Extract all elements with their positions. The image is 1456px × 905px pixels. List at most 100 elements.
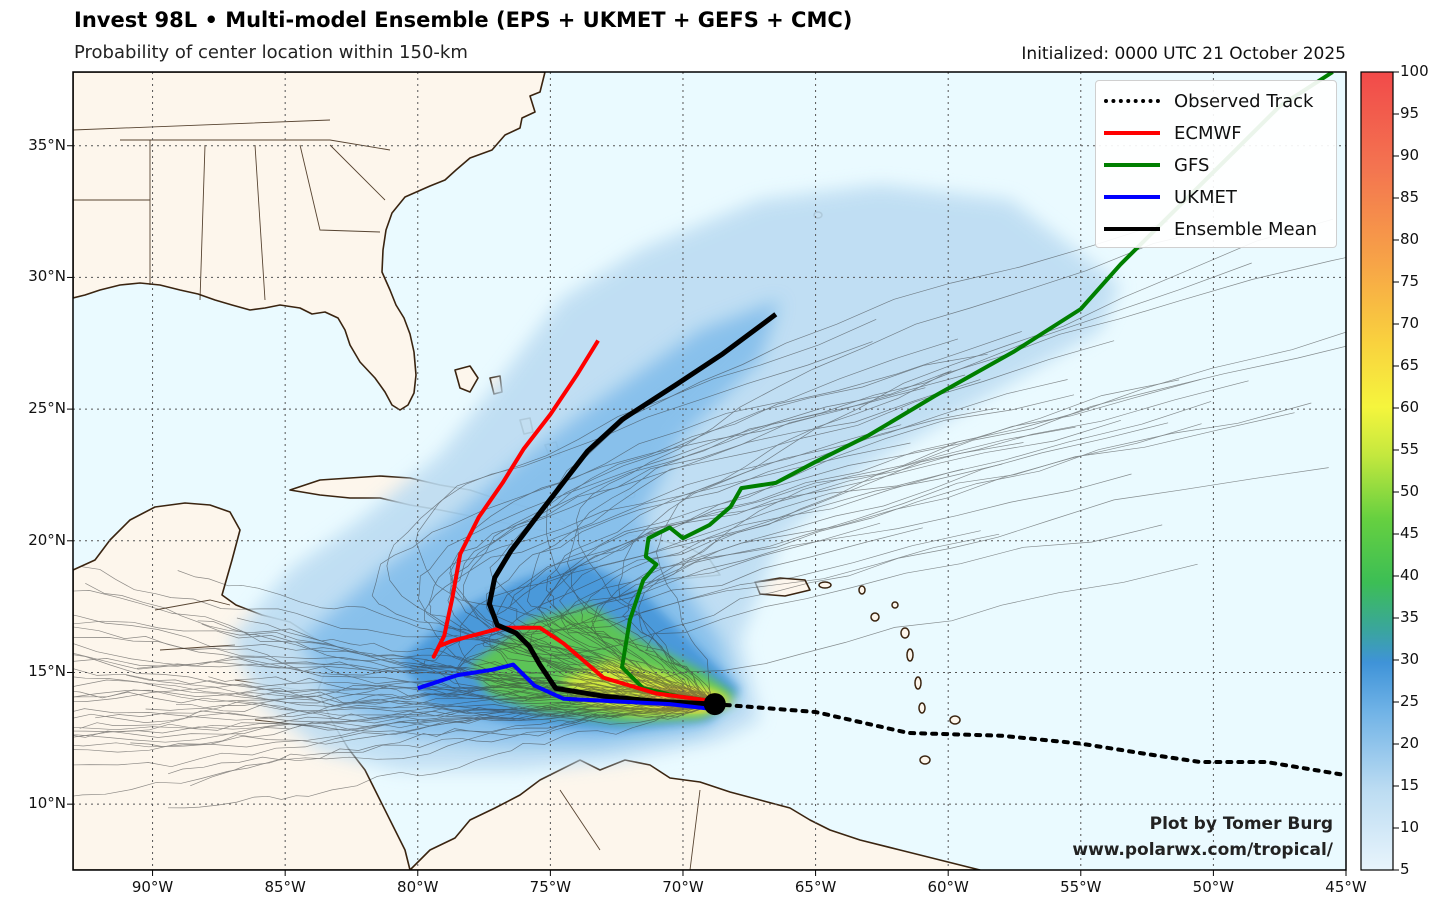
observed-track-line [712,702,1346,778]
ensemble-member-track [546,379,1068,705]
chart-title: Invest 98L • Multi-model Ensemble (EPS +… [74,8,853,32]
ensemble-member-track [73,703,715,797]
ecmwf-track-line [431,339,716,704]
colorbar-tick-label: 90 [1400,146,1420,164]
legend-ensemble-mean: Ensemble Mean [1104,217,1317,241]
ensemble-member-track [418,370,952,705]
credit-url: www.polarwx.com/tropical/ [1072,840,1333,860]
legend-gfs-swatch [1104,163,1160,167]
north-america-land [73,72,546,411]
lon-tick-label: 65°W [794,878,837,896]
lon-tick-label: 90°W [131,878,174,896]
legend-observed-swatch [1104,99,1160,103]
ensemble-member-track [73,697,715,753]
ensemble-member-track [536,419,1122,705]
ensemble-member-track [567,262,1252,705]
ensemble-member-track [95,686,715,719]
legend-ukmet-label: UKMET [1174,186,1237,208]
lon-tick-label: 60°W [927,878,969,896]
lon-tick-label: 85°W [264,878,306,896]
legend-ecmwf: ECMWF [1104,121,1242,145]
colorbar-tick-label: 65 [1400,356,1420,374]
colorbar-tick-label: 100 [1400,62,1429,80]
ensemble-member-track [73,703,715,721]
current-center-marker [703,693,726,716]
colorbar-tick-label: 55 [1400,440,1420,458]
colorbar-tick-label: 70 [1400,314,1420,332]
ensemble-member-track [236,617,715,708]
legend-gfs: GFS [1104,153,1209,177]
ensemble-member-track [130,703,715,747]
credit-author: Plot by Tomer Burg [1149,814,1333,834]
ensemble-member-track [73,703,715,743]
ensemble-member-track [655,257,1346,705]
lat-tick-label: 35°N [28,135,66,154]
ensemble-member-track [538,379,1180,705]
colorbar-tick-label: 40 [1400,566,1420,584]
colorbar-tick-label: 80 [1400,230,1420,248]
ensemble-member-track [73,703,715,768]
ensemble-member-track [73,701,715,738]
colorbar-tick-label: 35 [1400,608,1420,626]
lat-tick-label: 20°N [28,530,66,549]
legend-observed-track: Observed Track [1104,89,1313,113]
colorbar-tick-label: 85 [1400,188,1420,206]
ensemble-member-track [644,467,1329,705]
ukmet-track-line [417,662,716,712]
ensemble-member-track [73,699,715,723]
ensemble-member-track [449,338,959,705]
colorbar-tick-label: 15 [1400,776,1420,794]
lon-tick-label: 55°W [1060,878,1102,896]
model-tracks [417,72,1346,778]
lat-tick-label: 25°N [28,399,66,418]
colorbar-tick-label: 30 [1400,650,1420,668]
legend-mean-label: Ensemble Mean [1174,218,1318,240]
ensemble-member-track [462,353,988,705]
ensemble-member-track [415,318,877,705]
colorbar-tick-label: 50 [1400,482,1420,500]
ensemble-mean-track-line [486,312,778,707]
ensemble-member-track [576,225,1229,705]
legend-ecmwf-label: ECMWF [1174,122,1242,144]
south-america-land [409,759,981,870]
legend-mean-swatch [1104,227,1160,231]
lon-tick-label: 80°W [397,878,439,896]
lon-tick-label: 50°W [1192,878,1235,896]
colorbar-tick-label: 45 [1400,524,1420,542]
colorbar [1360,71,1394,871]
ensemble-member-track [167,703,715,809]
ensemble-member-track [73,702,715,738]
ensemble-member-track [126,674,715,718]
legend: Observed Track ECMWF GFS UKMET Ensemble … [1095,80,1337,248]
legend-ukmet: UKMET [1104,185,1237,209]
colorbar-ticks [1393,71,1399,871]
colorbar-tick-label: 5 [1400,860,1410,878]
legend-ecmwf-swatch [1104,131,1160,135]
colorbar-tick-label: 10 [1400,818,1420,836]
ensemble-member-track [590,402,1312,705]
ensemble-member-track [73,686,715,708]
ensemble-member-track [145,703,715,719]
ensemble-member-track [618,218,1334,705]
axis-ticks [67,145,1347,876]
lon-tick-label: 70°W [662,878,704,896]
ensemble-member-track [591,412,1295,705]
legend-gfs-label: GFS [1174,154,1210,176]
ensemble-member-track [73,620,715,707]
lon-tick-label: 75°W [529,878,572,896]
gfs-track-line [620,72,1334,704]
legend-ukmet-swatch [1104,195,1160,199]
colorbar-tick-label: 25 [1400,692,1420,710]
lat-tick-label: 10°N [28,794,66,813]
ensemble-member-track [453,533,1000,705]
colorbar-tick-label: 75 [1400,272,1420,290]
initialized-time: Initialized: 0000 UTC 21 October 2025 [1021,44,1346,64]
colorbar-tick-label: 60 [1400,398,1420,416]
ensemble-member-track [547,379,1201,705]
map-frame [72,71,1347,871]
colorbar-tick-label: 95 [1400,104,1420,122]
colorbar-tick-label: 20 [1400,734,1420,752]
legend-observed-label: Observed Track [1174,90,1314,112]
lat-tick-label: 30°N [28,267,66,286]
lat-tick-label: 15°N [28,662,66,681]
